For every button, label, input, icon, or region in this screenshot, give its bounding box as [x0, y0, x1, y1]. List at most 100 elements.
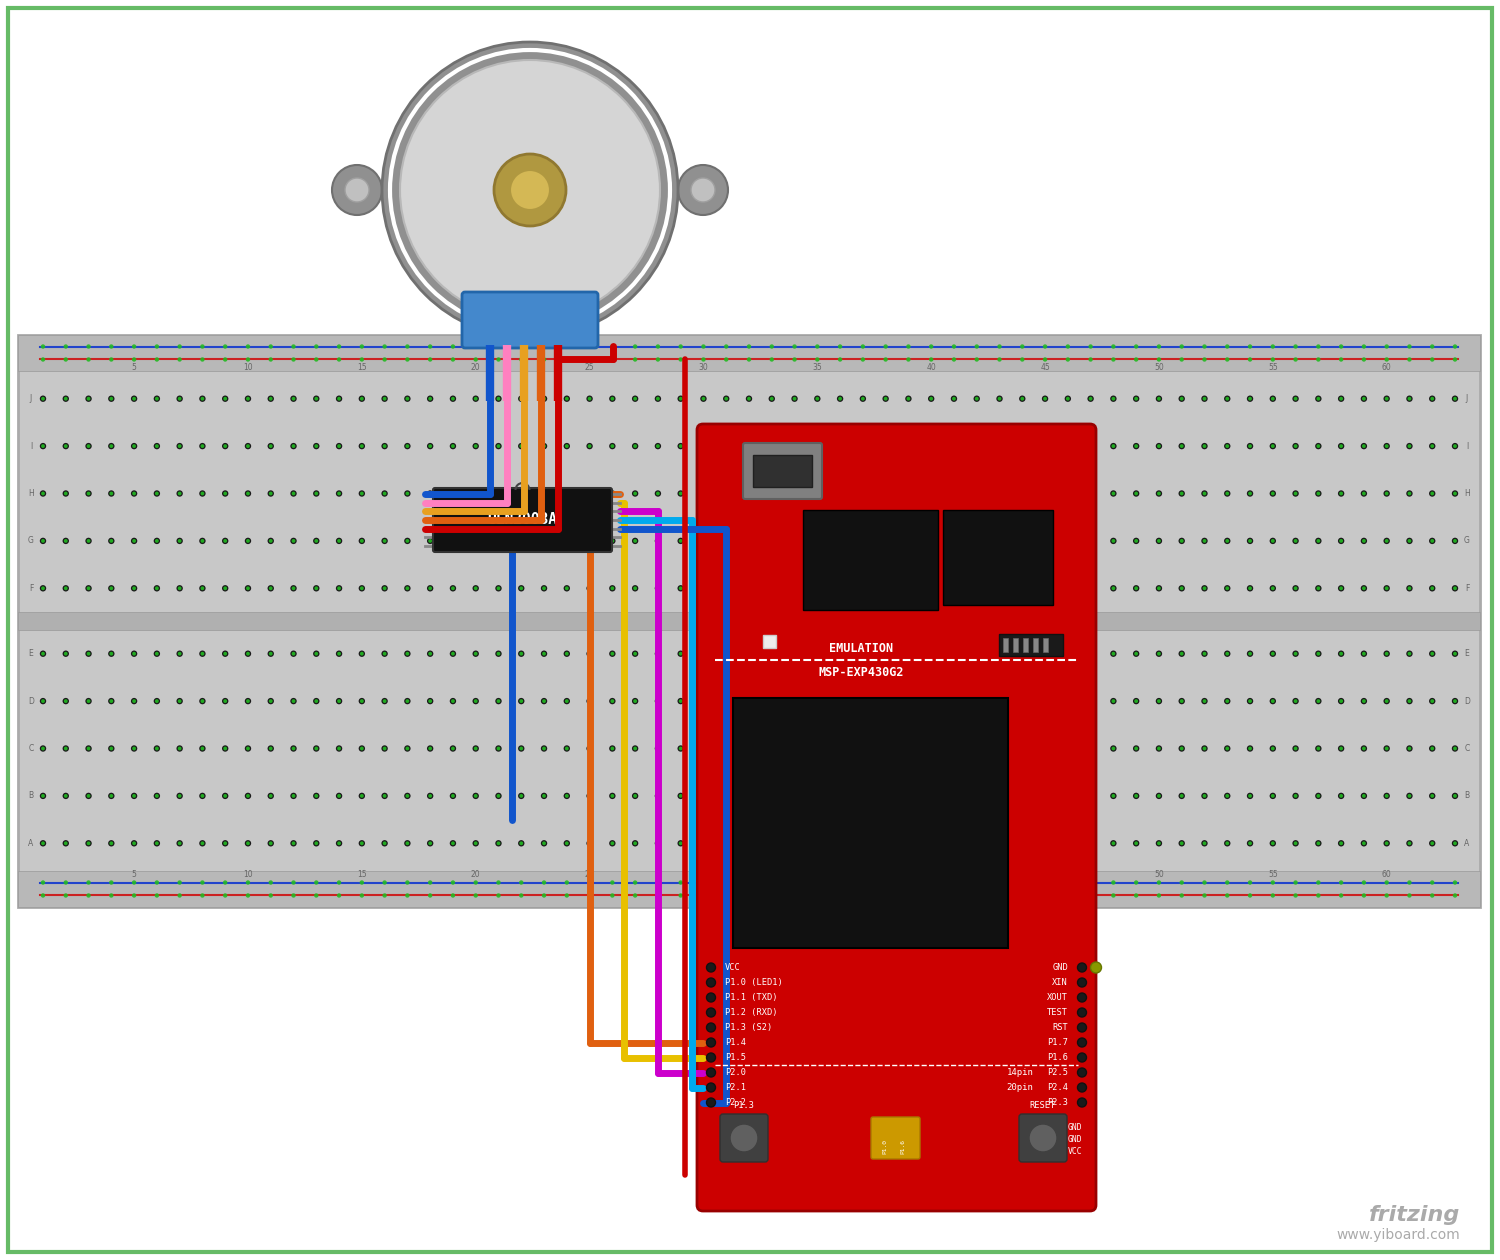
Circle shape — [1246, 746, 1252, 752]
Circle shape — [1066, 445, 1070, 449]
Circle shape — [201, 794, 204, 798]
Circle shape — [360, 344, 364, 349]
Circle shape — [1383, 793, 1390, 799]
Circle shape — [702, 539, 705, 543]
Circle shape — [586, 840, 592, 847]
Circle shape — [706, 963, 716, 971]
Circle shape — [472, 650, 478, 656]
Text: ULN2003A: ULN2003A — [488, 513, 558, 528]
Circle shape — [1155, 585, 1162, 591]
Circle shape — [904, 650, 912, 656]
Circle shape — [678, 358, 682, 362]
Circle shape — [450, 490, 456, 496]
Circle shape — [815, 585, 821, 591]
Circle shape — [1431, 586, 1434, 590]
Circle shape — [633, 491, 638, 495]
Circle shape — [632, 650, 639, 656]
Circle shape — [928, 793, 934, 799]
Circle shape — [1269, 396, 1276, 402]
Circle shape — [1407, 586, 1412, 590]
Circle shape — [1226, 794, 1228, 798]
Circle shape — [496, 539, 501, 543]
Circle shape — [1077, 993, 1086, 1002]
Circle shape — [700, 793, 706, 799]
Circle shape — [633, 842, 638, 845]
Circle shape — [474, 358, 478, 362]
Circle shape — [268, 699, 273, 703]
Circle shape — [336, 698, 342, 704]
Circle shape — [1203, 881, 1206, 885]
Circle shape — [291, 881, 296, 885]
Circle shape — [542, 746, 548, 752]
Circle shape — [153, 444, 160, 450]
Circle shape — [63, 585, 69, 591]
Circle shape — [633, 651, 638, 655]
Circle shape — [1270, 699, 1275, 703]
Circle shape — [1293, 893, 1298, 897]
Circle shape — [64, 651, 68, 655]
Circle shape — [200, 840, 206, 847]
Circle shape — [291, 539, 296, 543]
Circle shape — [132, 397, 136, 401]
Circle shape — [130, 490, 138, 496]
Circle shape — [1248, 397, 1252, 401]
Circle shape — [1020, 445, 1025, 449]
Circle shape — [360, 358, 364, 362]
Text: H: H — [28, 489, 34, 498]
Circle shape — [723, 650, 729, 656]
Circle shape — [792, 539, 796, 543]
Circle shape — [974, 585, 980, 591]
Circle shape — [1362, 893, 1366, 897]
Circle shape — [153, 650, 160, 656]
Circle shape — [837, 396, 843, 402]
Circle shape — [314, 538, 320, 544]
Circle shape — [472, 538, 478, 544]
Circle shape — [680, 397, 682, 401]
Circle shape — [904, 698, 912, 704]
Circle shape — [1246, 793, 1252, 799]
Circle shape — [1248, 358, 1252, 362]
Text: H: H — [1464, 489, 1470, 498]
FancyBboxPatch shape — [433, 488, 612, 552]
Circle shape — [246, 794, 250, 798]
Circle shape — [815, 698, 821, 704]
Circle shape — [1180, 842, 1184, 845]
Circle shape — [338, 344, 342, 349]
Circle shape — [201, 842, 204, 845]
Circle shape — [792, 840, 798, 847]
Text: B: B — [1464, 791, 1470, 800]
Circle shape — [518, 840, 525, 847]
Circle shape — [906, 881, 910, 885]
Circle shape — [1224, 538, 1230, 544]
Circle shape — [87, 893, 90, 897]
Circle shape — [1430, 344, 1434, 349]
Circle shape — [153, 746, 160, 752]
Circle shape — [291, 893, 296, 897]
Circle shape — [87, 445, 90, 449]
Circle shape — [542, 842, 546, 845]
Circle shape — [884, 699, 888, 703]
Circle shape — [1362, 491, 1366, 495]
Circle shape — [130, 746, 138, 752]
Text: 40: 40 — [927, 869, 936, 879]
Circle shape — [1134, 344, 1138, 349]
Circle shape — [633, 881, 638, 885]
Circle shape — [861, 893, 865, 897]
Circle shape — [291, 490, 297, 496]
Circle shape — [1019, 396, 1026, 402]
Circle shape — [1407, 444, 1413, 450]
Text: RESET: RESET — [1030, 1101, 1056, 1110]
Circle shape — [246, 344, 250, 349]
Circle shape — [177, 881, 182, 885]
Circle shape — [154, 747, 159, 751]
Circle shape — [63, 490, 69, 496]
Circle shape — [381, 698, 388, 704]
Circle shape — [610, 881, 615, 885]
Circle shape — [951, 396, 957, 402]
Circle shape — [427, 840, 433, 847]
Circle shape — [429, 586, 432, 590]
Circle shape — [518, 793, 525, 799]
Circle shape — [177, 396, 183, 402]
Circle shape — [928, 444, 934, 450]
Circle shape — [998, 881, 1002, 885]
